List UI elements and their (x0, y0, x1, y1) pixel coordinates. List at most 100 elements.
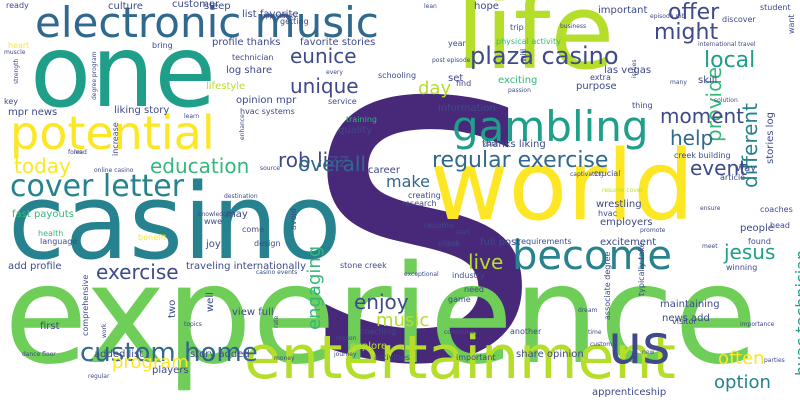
cloud-word: music (376, 310, 430, 331)
cloud-word: crucial (594, 169, 621, 178)
cloud-word: log share (226, 65, 273, 76)
cloud-word: bring (152, 41, 173, 50)
cloud-word: article (720, 173, 746, 182)
cloud-word: make (386, 172, 430, 191)
cloud-word: s (300, 0, 545, 400)
cloud-word: unique (290, 74, 359, 98)
cloud-word: another (510, 327, 542, 336)
cloud-word: post episode (432, 57, 471, 64)
cloud-word: experience (4, 237, 758, 395)
cloud-word: learn (184, 113, 200, 120)
cloud-word: explore (350, 341, 388, 352)
cloud-word: dance floor (22, 351, 56, 358)
cloud-word: requirements (518, 237, 572, 246)
cloud-word: quality (338, 125, 373, 136)
cloud-word: design (254, 239, 281, 248)
cloud-word: discover (722, 15, 756, 24)
cloud-word: stories log (765, 112, 776, 164)
cloud-word: creating (408, 191, 441, 200)
cloud-word: health (38, 229, 64, 238)
cloud-word: entertainment (244, 323, 676, 393)
cloud-word: often (718, 348, 765, 369)
cloud-word: muscle (4, 49, 26, 56)
cloud-word: found (748, 237, 771, 246)
cloud-word: hvac technician (792, 249, 800, 376)
cloud-word: las vegas (604, 65, 652, 76)
cloud-word: option (714, 372, 771, 393)
cloud-word: favorite stories (300, 37, 376, 48)
cloud-word: lead (74, 149, 87, 156)
cloud-word: time (588, 329, 602, 336)
cloud-word: source (260, 165, 280, 172)
cloud-word: international travel (698, 41, 756, 48)
cloud-word: associate degree (603, 251, 612, 320)
cloud-word: wwe (204, 217, 223, 226)
cloud-word: hvac (598, 209, 618, 218)
cloud-word: service (328, 97, 357, 106)
cloud-word: technician (232, 53, 274, 62)
cloud-word: purpose (576, 81, 617, 92)
cloud-word: game (448, 295, 471, 304)
cloud-word: liking story (114, 105, 170, 116)
cloud-word: visitor (672, 317, 697, 326)
cloud-word: degree program (91, 51, 98, 100)
cloud-word: new (642, 349, 655, 356)
cloud-word: key (4, 97, 19, 106)
cloud-word: moment (660, 104, 745, 128)
cloud-word: trip (510, 23, 524, 32)
cloud-word: want (787, 14, 796, 34)
cloud-word: culture (108, 1, 143, 12)
cloud-word: custom (590, 341, 613, 348)
cloud-word: every (326, 69, 343, 76)
cloud-word: excitement (600, 237, 657, 248)
cloud-word: casino (8, 161, 342, 283)
cloud-word: research (402, 199, 437, 208)
cloud-word: profile thanks (212, 37, 281, 48)
cloud-word: ensure (700, 205, 721, 212)
cloud-word: enhance (239, 114, 246, 140)
cloud-word: ready (6, 1, 29, 10)
cloud-word: gambling (452, 102, 649, 151)
cloud-word: plaza casino (470, 42, 619, 70)
cloud-word: episode rob (650, 13, 686, 20)
cloud-word: journey (334, 351, 357, 358)
cloud-word: many (670, 79, 687, 86)
cloud-word: training (346, 115, 377, 124)
cloud-word: solution (714, 97, 738, 104)
cloud-word: sleep (204, 1, 231, 12)
cloud-word: view full (232, 307, 274, 318)
cloud-word: captivating (570, 171, 604, 178)
cloud-word: mpr news (8, 107, 58, 118)
cloud-word: world (430, 130, 695, 242)
cloud-word: stone creek (340, 261, 387, 270)
cloud-word: parties (764, 357, 785, 364)
cloud-word: increase (111, 122, 120, 156)
cloud-word: destination (224, 193, 258, 200)
cloud-word: opportunity (262, 13, 297, 20)
cloud-word: thanks liking (482, 139, 546, 150)
cloud-word: coaches (760, 205, 793, 214)
cloud-word: exceptional (404, 271, 439, 278)
cloud-word: cover letter (10, 169, 185, 204)
cloud-word: getting (280, 17, 309, 26)
cloud-word: career (368, 165, 400, 176)
cloud-word: creek building (674, 151, 731, 160)
cloud-word: promote (640, 227, 666, 234)
cloud-word: lean (424, 3, 437, 10)
cloud-word: language (40, 237, 78, 246)
cloud-word: fast payouts (12, 209, 74, 220)
cloud-word: custom home (80, 338, 258, 368)
cloud-word: money (274, 355, 295, 362)
cloud-word: community (444, 329, 478, 336)
cloud-word: become (512, 233, 673, 279)
cloud-word: full post (480, 237, 521, 248)
cloud-word: set (448, 73, 464, 84)
cloud-word: thing (632, 101, 653, 110)
cloud-word: meet (702, 243, 718, 250)
cloud-word: avoid (289, 208, 298, 230)
cloud-word: live (468, 250, 504, 274)
cloud-word: important (598, 5, 648, 16)
cloud-word: wrestling (596, 199, 642, 210)
cloud-word: today (14, 154, 71, 178)
